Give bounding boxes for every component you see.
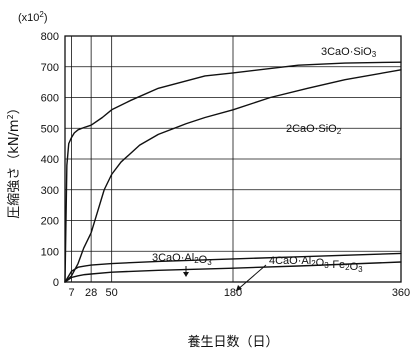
x-tick-label: 7 xyxy=(68,287,74,299)
series-label-3cao-al2o3: 3CaO·Al2O3 xyxy=(152,252,212,267)
x-tick-label: 50 xyxy=(106,287,118,299)
series-label-2cao-sio2: 2CaO·SiO2 xyxy=(286,123,342,136)
y-tick-label: 100 xyxy=(41,246,59,258)
y-axis-title: 圧縮強さ（kN/m2） xyxy=(6,101,22,218)
y-tick-label: 600 xyxy=(41,93,59,105)
x-tick-label: 28 xyxy=(85,287,97,299)
series-line-3 xyxy=(64,252,402,283)
plot-frame xyxy=(64,35,402,283)
y-tick-label: 500 xyxy=(41,123,59,135)
pointer-arrowhead-3cao-al2o3 xyxy=(183,272,189,277)
series-line-1 xyxy=(64,61,402,283)
y-tick-label: 200 xyxy=(41,216,59,228)
series-label-3cao-sio3: 3CaO·SiO3 xyxy=(321,46,377,59)
y-axis-multiplier: (x102) xyxy=(18,10,48,24)
gridlines xyxy=(65,36,401,282)
series-lines xyxy=(64,61,402,283)
annotations: 3CaO·SiO3 2CaO·SiO2 3CaO·Al2O3 4CaO·Al2O3·F… xyxy=(152,46,377,292)
x-tick-label: 360 xyxy=(392,287,410,299)
y-tick-label: 300 xyxy=(41,185,59,197)
y-tick-label: 400 xyxy=(41,154,59,166)
series-label-4cao-al2o3-fe2o3: 4CaO·Al2O3·Fe2O3 xyxy=(269,255,363,274)
pointer-arrowhead-4cao-al2o3-fe2o3 xyxy=(236,285,242,291)
y-tick-label: 0 xyxy=(53,277,59,289)
y-tick-label: 800 xyxy=(41,31,59,43)
series-line-2 xyxy=(64,69,402,283)
x-axis-title: 養生日数（日） xyxy=(187,334,278,350)
y-tick-label: 700 xyxy=(41,62,59,74)
pointer-4cao-al2o3-fe2o3 xyxy=(235,264,267,292)
series-line-4 xyxy=(64,261,402,283)
